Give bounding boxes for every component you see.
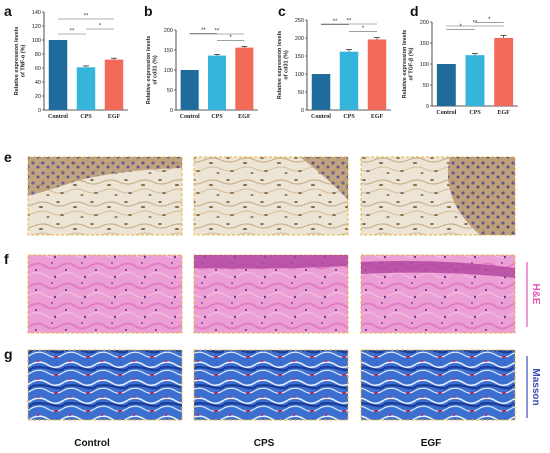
y-tick-label: 200 (420, 20, 429, 26)
y-tick-label: 100 (295, 72, 304, 78)
bar-control (180, 70, 199, 110)
y-tick-label: 0 (38, 108, 41, 114)
group-label-cps: CPS (254, 438, 275, 449)
y-tick-label: 150 (420, 41, 429, 47)
group-label-egf: EGF (421, 438, 442, 449)
x-tick-label: CPS (211, 114, 223, 120)
chart-cd31-c: 0 50 100 150 200 250 Relative expression level… (277, 18, 391, 120)
significance-label: * (459, 24, 462, 30)
significance-label: * (362, 26, 365, 32)
ihc-epidermis-egf (448, 157, 515, 235)
he-row: H&E (27, 254, 541, 334)
chart-tnf-alpha: 0 20 40 60 80 100 120 140 Relative expression le… (14, 10, 128, 120)
y-axis-label: Relative expression levels (402, 30, 408, 98)
y-tick-label: 0 (301, 108, 304, 114)
y-tick-label: 100 (164, 68, 173, 74)
bar-egf (235, 47, 254, 110)
significance-label: ** (201, 28, 206, 34)
masson-image-control (27, 349, 183, 421)
bar-egf (367, 39, 387, 110)
y-axis-label: of TGF-β (%) (409, 47, 415, 80)
y-axis-label: of cd31 (%) (153, 55, 159, 85)
x-tick-label: CPS (469, 110, 481, 116)
y-tick-label: 140 (32, 10, 41, 16)
y-tick-label: 40 (35, 80, 41, 86)
panel-letter-f: f (4, 251, 9, 267)
y-tick-label: 0 (170, 108, 173, 114)
ihc-row (27, 156, 516, 236)
masson-image-egf (360, 349, 516, 421)
y-tick-label: 100 (420, 62, 429, 68)
significance-label: * (488, 17, 491, 23)
x-tick-label: Control (48, 114, 68, 120)
significance-label: ** (347, 19, 352, 25)
bar-cps (207, 55, 227, 110)
masson-image-cps (193, 349, 349, 421)
y-tick-label: 200 (164, 28, 173, 34)
chart-tgf-beta: 0 50 100 150 200 Relative expression levels of… (402, 17, 518, 116)
panel-letter-e: e (4, 149, 12, 165)
y-tick-label: 80 (35, 52, 41, 58)
panel-letter-g: g (4, 346, 13, 362)
y-tick-label: 60 (35, 66, 41, 72)
bar-control (48, 40, 68, 110)
y-axis-label: Relative expression levels (14, 27, 20, 95)
bar-cps (465, 55, 485, 106)
y-axis-label: of cd31 (%) (284, 50, 290, 80)
significance-label: ** (473, 21, 478, 27)
bar-cps (339, 51, 359, 110)
x-tick-label: EGF (108, 114, 121, 120)
masson-stain-label: Masson (530, 368, 541, 405)
y-axis-label: Relative expression levels (277, 31, 283, 99)
significance-label: * (229, 35, 232, 41)
panel-letter-d: d (410, 3, 419, 19)
y-tick-label: 0 (426, 104, 429, 110)
he-epidermis-cps (194, 255, 348, 269)
y-axis-label: Relative expression levels (146, 36, 152, 104)
y-tick-label: 100 (32, 38, 41, 44)
masson-row: Masson (27, 349, 541, 421)
ihc-epidermis-control (28, 157, 182, 196)
chart-cd31-b: 0 50 100 150 200 Relative expression levels of… (146, 28, 258, 120)
he-stain-label: H&E (530, 283, 541, 304)
y-tick-label: 150 (164, 48, 173, 54)
y-axis-label: of TNF-α (%) (21, 44, 27, 77)
y-tick-label: 120 (32, 24, 41, 30)
significance-label: ** (70, 29, 75, 35)
y-tick-label: 20 (35, 94, 41, 100)
panel-letter-a: a (4, 3, 12, 19)
he-epidermis-egf (361, 260, 515, 278)
x-tick-label: CPS (80, 114, 92, 120)
y-tick-label: 50 (298, 90, 304, 96)
ihc-epidermis-cps (300, 157, 348, 200)
he-image-control (27, 254, 183, 334)
y-tick-label: 50 (423, 83, 429, 89)
x-tick-label: CPS (343, 114, 355, 120)
x-tick-label: EGF (238, 114, 251, 120)
significance-label: ** (84, 14, 89, 20)
bar-egf (494, 37, 514, 106)
group-label-control: Control (74, 438, 110, 449)
significance-label: ** (333, 19, 338, 25)
panel-letter-b: b (144, 3, 153, 19)
panel-letter-c: c (278, 3, 286, 19)
bar-egf (104, 59, 124, 110)
x-tick-label: EGF (497, 110, 510, 116)
x-tick-label: EGF (371, 114, 384, 120)
x-tick-label: Control (311, 114, 331, 120)
significance-label: * (99, 24, 102, 30)
y-tick-label: 50 (167, 88, 173, 94)
bar-control (311, 74, 331, 110)
bar-control (436, 64, 456, 106)
y-tick-label: 200 (295, 36, 304, 42)
x-tick-label: Control (180, 114, 200, 120)
y-tick-label: 250 (295, 18, 304, 24)
significance-label: ** (215, 29, 220, 35)
y-tick-label: 150 (295, 54, 304, 60)
bar-cps (76, 67, 96, 110)
x-tick-label: Control (436, 110, 456, 116)
